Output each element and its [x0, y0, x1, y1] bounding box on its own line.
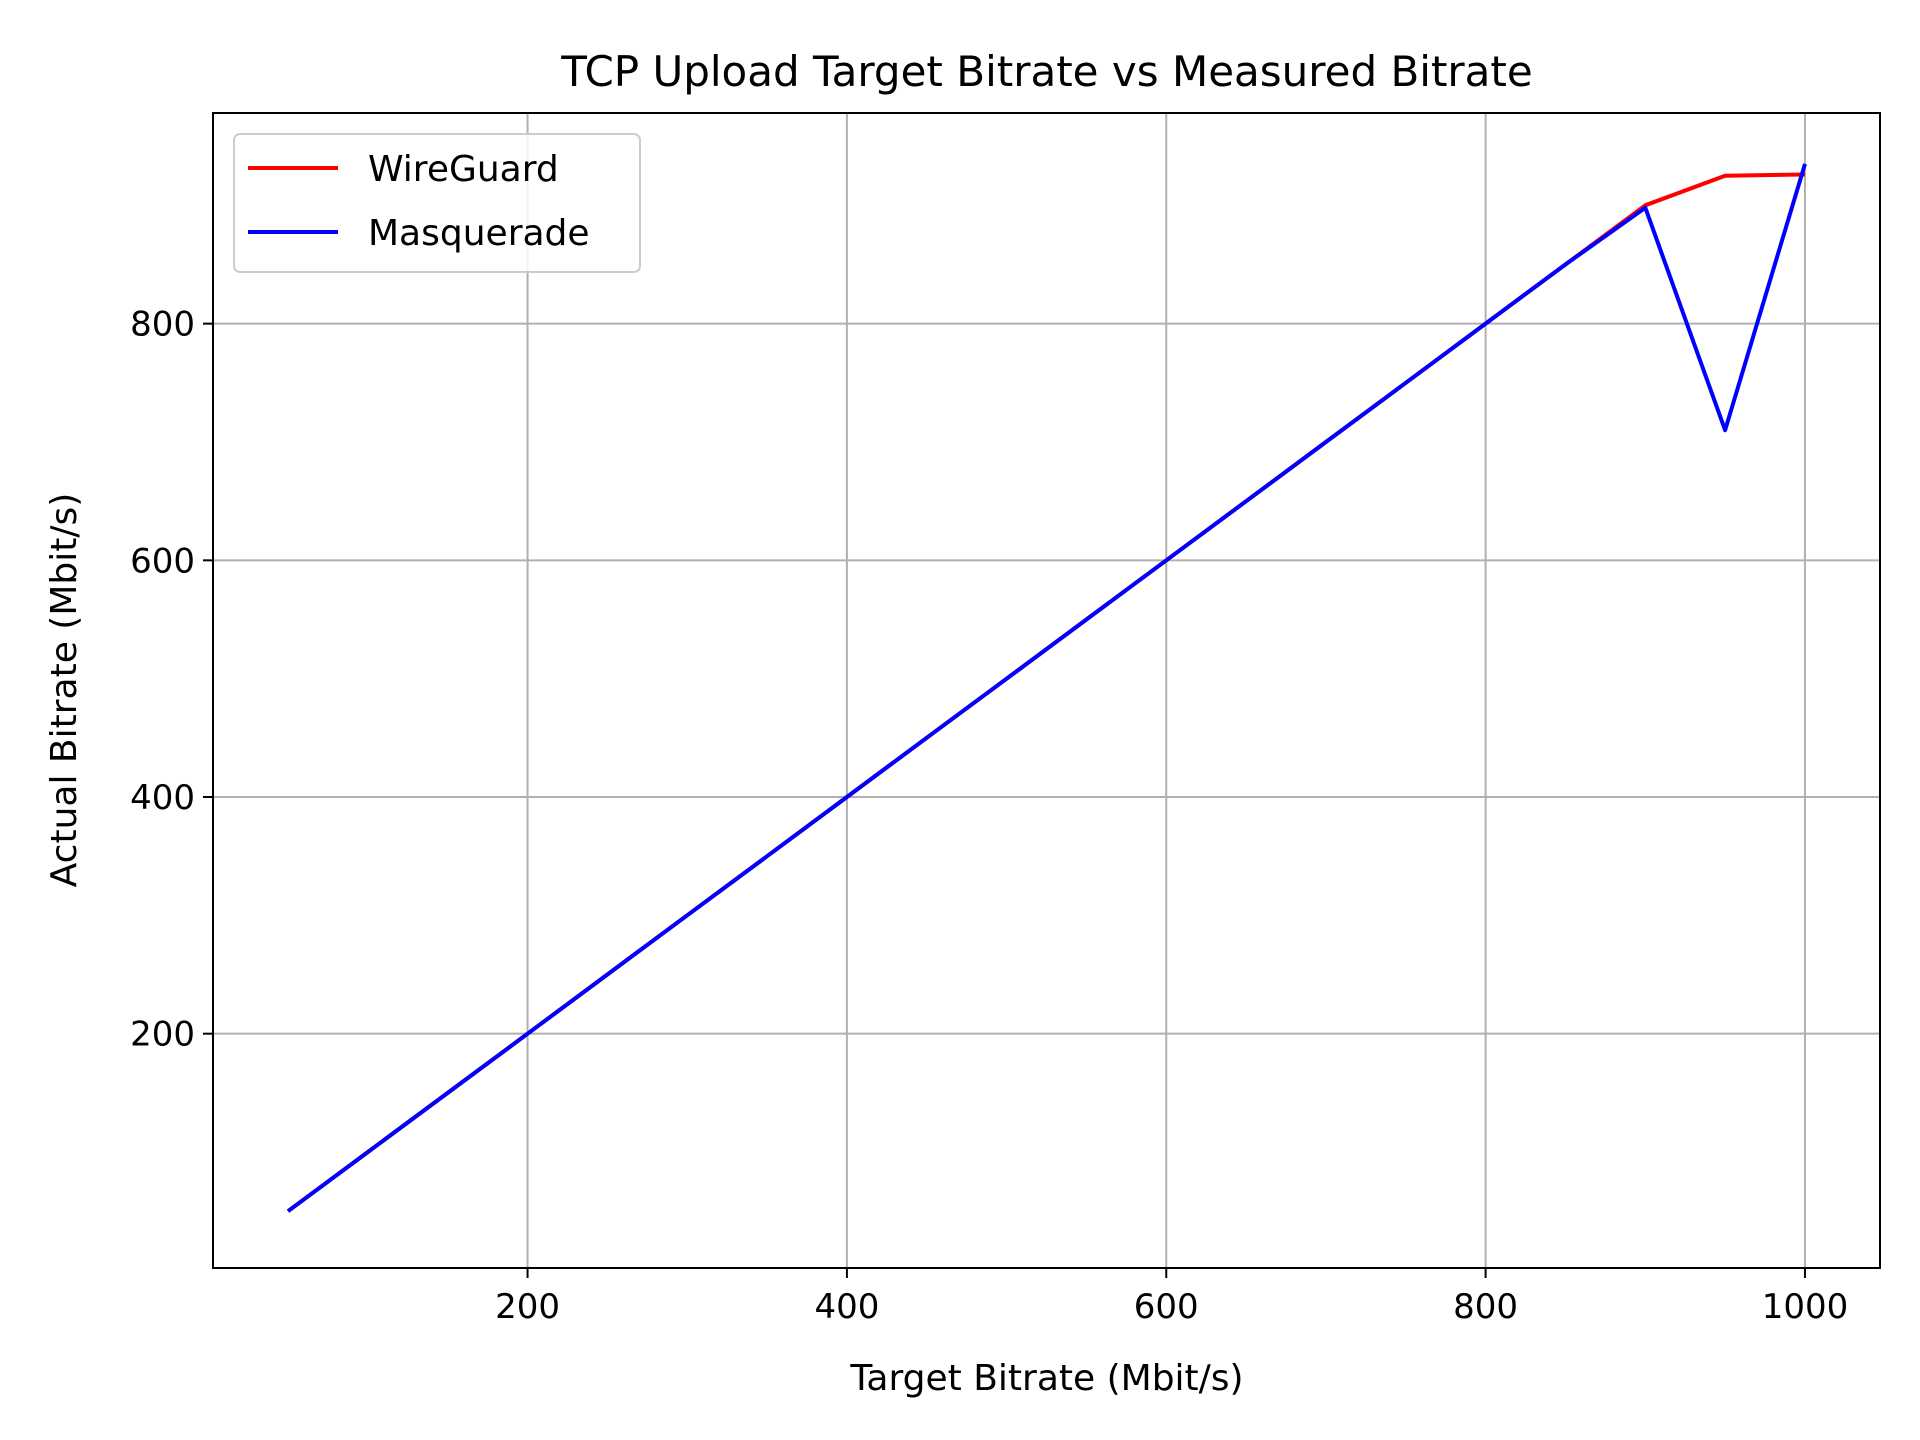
y-tick-label: 600: [130, 541, 195, 581]
x-axis-ticks: 200 400 600 800 1000: [495, 1268, 1848, 1327]
y-tick-label: 200: [130, 1015, 195, 1055]
plot-frame: [212, 112, 1881, 1269]
series-lines: [286, 163, 1807, 1213]
legend-label-wireguard: WireGuard: [368, 149, 559, 190]
grid-lines: [213, 113, 1880, 1268]
series-line-masquerade: [286, 163, 1807, 1213]
x-tick-label: 800: [1453, 1287, 1518, 1327]
x-tick-label: 1000: [1762, 1287, 1849, 1327]
y-axis-ticks: 200 400 600 800: [130, 305, 213, 1055]
y-axis-label: Actual Bitrate (Mbit/s): [44, 493, 85, 888]
y-tick-label: 800: [130, 305, 195, 345]
chart-title: TCP Upload Target Bitrate vs Measured Bi…: [560, 47, 1532, 96]
legend-label-masquerade: Masquerade: [368, 213, 590, 254]
x-tick-label: 600: [1134, 1287, 1199, 1327]
x-tick-label: 400: [814, 1287, 879, 1327]
x-tick-label: 200: [495, 1287, 560, 1327]
x-axis-label: Target Bitrate (Mbit/s): [849, 1358, 1243, 1399]
legend: WireGuard Masquerade: [233, 133, 641, 273]
y-tick-label: 400: [130, 778, 195, 818]
